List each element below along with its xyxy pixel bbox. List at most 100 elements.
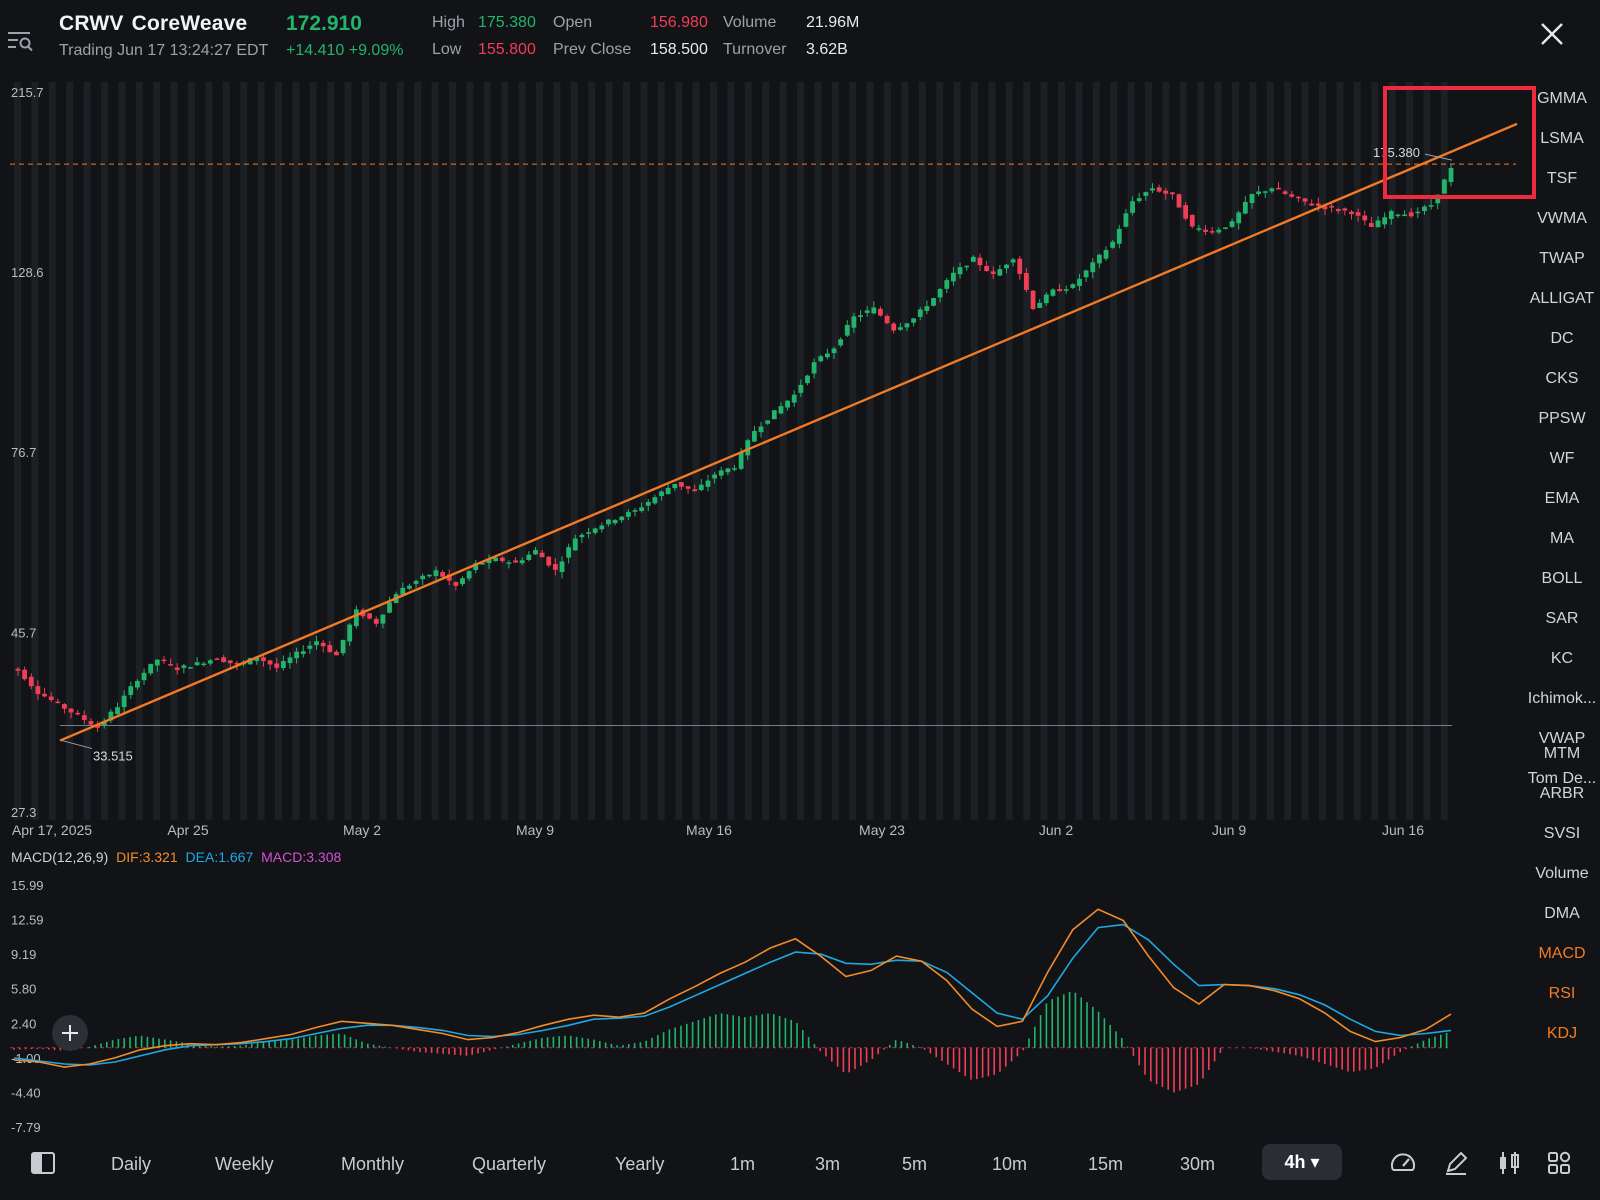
candle — [400, 582, 406, 595]
timeframe-10m[interactable]: 10m — [992, 1154, 1028, 1174]
indicator-svsi[interactable]: SVSI — [1543, 825, 1581, 842]
session-band — [657, 82, 665, 820]
candle — [1043, 292, 1049, 306]
timeframe-3m[interactable]: 3m — [815, 1154, 841, 1174]
candle — [1428, 199, 1434, 210]
indicator-lsma[interactable]: LSMA — [1540, 130, 1584, 147]
chart-settings-button[interactable] — [6, 28, 34, 54]
candle — [340, 639, 346, 656]
session-band — [309, 82, 317, 820]
session-band — [1058, 82, 1065, 820]
drawing-tool-button[interactable] — [1442, 1149, 1470, 1177]
timeframe-5m[interactable]: 5m — [902, 1154, 928, 1174]
timeframe-4h-dropdown[interactable]: 4h ▾ — [1262, 1144, 1342, 1180]
indicator-vwap[interactable]: VWAP — [1538, 730, 1586, 747]
session-band — [692, 82, 700, 820]
indicator-boll[interactable]: BOLL — [1541, 570, 1583, 587]
indicator-ma[interactable]: MA — [1550, 530, 1574, 547]
candle — [1402, 210, 1407, 217]
high-label: High — [432, 14, 465, 31]
candle — [1322, 205, 1328, 216]
candle — [453, 581, 459, 591]
candle — [287, 652, 293, 669]
indicator-dma[interactable]: DMA — [1544, 905, 1580, 922]
indicator-ichimok[interactable]: Ichimok... — [1527, 690, 1597, 707]
candle — [1223, 227, 1228, 230]
timeframe-yearly[interactable]: Yearly — [615, 1154, 665, 1174]
speed-button[interactable] — [1389, 1149, 1417, 1177]
indicator-kc[interactable]: KC — [1550, 650, 1574, 667]
candle — [692, 484, 698, 492]
trendline[interactable] — [59, 122, 1518, 742]
indicator-arbr[interactable]: ARBR — [1539, 785, 1585, 802]
candle — [785, 400, 790, 411]
indicator-dc[interactable]: DC — [1550, 330, 1574, 347]
timeframe-quarterly[interactable]: Quarterly — [472, 1154, 547, 1174]
candle — [1302, 198, 1308, 206]
pencil-icon — [1446, 1151, 1468, 1175]
indicator-tsf[interactable]: TSF — [1546, 170, 1578, 187]
indicator-alligat[interactable]: ALLIGAT — [1529, 290, 1595, 307]
candle — [765, 420, 771, 425]
indicator-twap[interactable]: TWAP — [1539, 250, 1585, 267]
session-band — [1266, 82, 1274, 820]
indicator-sar[interactable]: SAR — [1545, 610, 1579, 627]
indicator-wf[interactable]: WF — [1549, 450, 1575, 467]
timeframe-15m[interactable]: 15m — [1088, 1154, 1124, 1174]
indicator-vwma[interactable]: VWMA — [1537, 210, 1587, 227]
indicator-gmma[interactable]: GMMA — [1537, 90, 1587, 107]
indicator-rsi[interactable]: RSI — [1548, 985, 1576, 1002]
candle — [300, 645, 306, 658]
high-annotation: 175.380 — [1373, 145, 1420, 160]
indicator-kdj[interactable]: KDJ — [1546, 1025, 1578, 1042]
candle — [897, 322, 903, 331]
timeframe-monthly[interactable]: Monthly — [341, 1154, 405, 1174]
session-band — [640, 82, 648, 820]
candle — [168, 658, 173, 667]
layout-toggle-button[interactable] — [29, 1149, 57, 1177]
timeframe-30m[interactable]: 30m — [1180, 1154, 1216, 1174]
candle — [1269, 187, 1275, 194]
candle — [466, 570, 472, 581]
indicator-mtm[interactable]: MTM — [1543, 745, 1581, 762]
candle — [1163, 187, 1169, 200]
more-options-button[interactable] — [1545, 1149, 1573, 1177]
date-tick-label: Apr 25 — [167, 822, 208, 838]
chart-type-button[interactable] — [1495, 1149, 1523, 1177]
indicator-volume[interactable]: Volume — [1535, 865, 1589, 882]
add-indicator-button[interactable] — [52, 1015, 88, 1051]
candle — [937, 287, 943, 303]
indicator-macd[interactable]: MACD — [1538, 945, 1586, 962]
candle — [1083, 269, 1089, 282]
candle — [1415, 207, 1421, 219]
candle — [307, 640, 313, 654]
candle — [81, 710, 87, 725]
session-band — [1005, 82, 1013, 820]
session-band — [971, 82, 978, 820]
session-band — [884, 82, 891, 820]
candle — [519, 557, 525, 566]
date-tick-label: Jun 2 — [1039, 822, 1073, 838]
timeframe-1m[interactable]: 1m — [730, 1154, 756, 1174]
indicator-ppsw[interactable]: PPSW — [1538, 410, 1586, 427]
candle — [1150, 183, 1155, 194]
date-tick-label: May 2 — [343, 822, 381, 838]
candle — [917, 307, 923, 321]
indicator-ema[interactable]: EMA — [1544, 490, 1580, 507]
candle — [970, 255, 976, 263]
indicator-cks[interactable]: CKS — [1545, 370, 1579, 387]
indicator-tom-de[interactable]: Tom De... — [1527, 770, 1597, 787]
candle — [679, 481, 684, 490]
candle — [1342, 207, 1348, 216]
session-band — [188, 82, 195, 820]
candle — [1057, 283, 1062, 292]
candle — [141, 668, 147, 685]
candle — [413, 579, 419, 588]
close-button[interactable] — [1536, 18, 1568, 50]
candle — [984, 260, 990, 272]
timeframe-daily[interactable]: Daily — [111, 1154, 152, 1174]
timeframe-weekly[interactable]: Weekly — [215, 1154, 274, 1174]
candle — [347, 623, 353, 647]
session-band — [118, 82, 126, 820]
